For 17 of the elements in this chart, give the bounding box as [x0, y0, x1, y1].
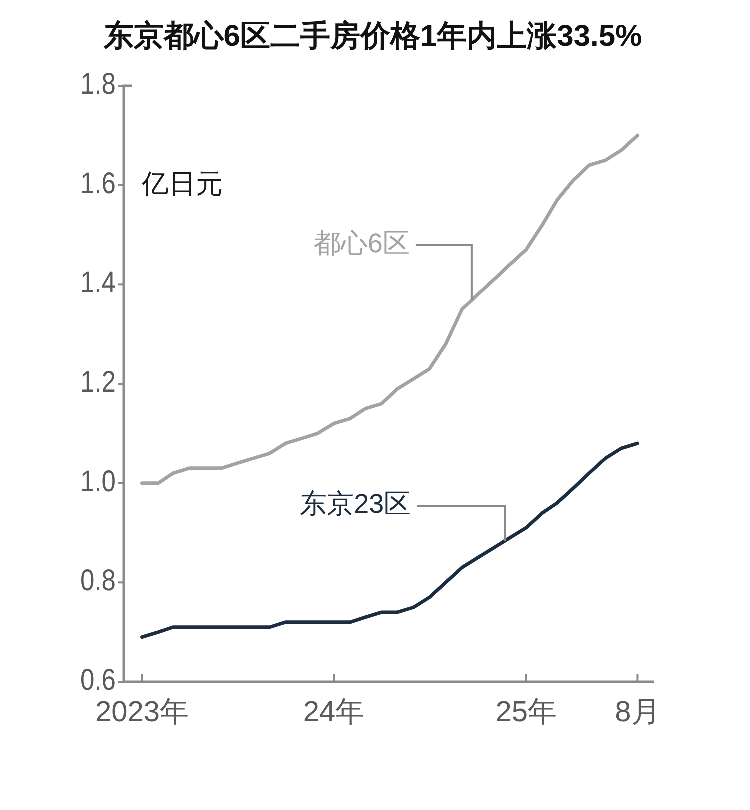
text: 都心6区: [314, 228, 410, 258]
y-tick-label: 0.6: [80, 662, 116, 696]
x-tick-label: 2023年: [96, 696, 190, 729]
text: 东京23区: [300, 489, 412, 520]
line-series: [140, 442, 640, 640]
x-tick-label: 8月: [615, 696, 660, 729]
y-tick-label: 1.2: [80, 364, 116, 398]
line-series: [140, 134, 640, 486]
chart-title: 东京都心6区二手房价格1年内上涨33.5%: [102, 19, 642, 53]
y-tick-label: 1.0: [80, 464, 116, 498]
y-tick-label: 1.4: [80, 266, 116, 300]
x-tick-label: 24年: [303, 696, 365, 729]
y-tick-label: 1.6: [80, 166, 116, 200]
y-axis-title: 亿日元: [141, 169, 223, 200]
y-tick-label: 1.8: [80, 66, 116, 100]
y-tick-label: 0.8: [80, 564, 116, 598]
x-tick-label: 25年: [496, 696, 557, 729]
